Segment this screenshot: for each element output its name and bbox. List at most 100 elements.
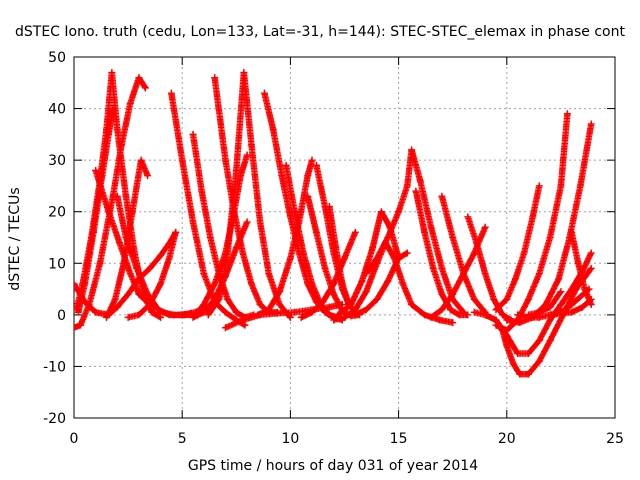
data-point [412,187,420,195]
data-point [377,208,385,216]
data-point [297,313,305,321]
y-tick-label: 10 [48,256,66,272]
data-point [265,270,273,278]
data-point [312,228,320,236]
data-point [269,125,277,133]
data-point [178,156,186,164]
data-point [291,208,299,216]
data-point [535,357,543,365]
data-point [563,110,571,118]
data-point [516,319,524,327]
data-point [481,223,489,231]
data-point [546,337,554,345]
data-point [373,295,381,303]
data-point [276,288,284,296]
data-point [133,264,141,272]
data-point [325,303,333,311]
data-point [221,324,229,332]
data-point [516,370,524,378]
x-tick-label: 5 [178,431,187,447]
data-point [247,280,255,288]
data-point [427,223,435,231]
data-point [221,156,229,164]
data-point [243,218,251,226]
data-point [399,280,407,288]
data-point [286,254,294,262]
data-point [395,254,403,262]
data-point [460,270,468,278]
data-point [92,166,100,174]
data-point [481,270,489,278]
data-point [215,295,223,303]
data-point [503,342,511,350]
y-tick-label: 30 [48,153,66,169]
data-point [299,249,307,257]
data-point [146,301,154,309]
data-point [449,319,457,327]
y-tick-label: -20 [43,411,66,427]
data-point [74,308,82,316]
data-point [341,254,348,262]
data-point [105,130,113,138]
data-point [334,311,342,319]
series-4 [74,105,117,316]
data-point [256,218,264,226]
x-tick-labels: 0 5 10 15 20 25 [70,431,624,447]
data-point [178,311,186,319]
y-tick-label: 20 [48,205,66,221]
data-point [421,311,429,319]
series-38 [568,228,595,309]
data-point [76,321,84,329]
data-point [436,316,444,324]
data-point [509,360,517,368]
y-tick-labels: -20 -10 0 10 20 30 40 50 [43,50,66,427]
data-point [102,313,110,321]
data-point [449,234,457,241]
data-points [74,68,595,378]
data-point [403,182,411,190]
data-point [408,146,416,154]
data-point [524,295,532,303]
x-tick-label: 0 [70,431,79,447]
x-tick-label: 20 [498,431,516,447]
x-tick-label: 25 [606,431,624,447]
data-point [137,156,145,164]
data-point [211,280,219,288]
data-point [341,313,348,321]
data-point [115,239,123,247]
data-point [429,264,437,272]
grid [74,57,615,418]
data-point [92,308,100,316]
data-point [239,249,247,257]
series-33 [492,110,571,334]
data-point [524,311,532,319]
data-point [514,311,522,319]
data-point [557,182,565,190]
data-point [455,311,463,319]
data-point [230,208,238,216]
series-31 [470,264,595,378]
data-point [189,130,197,138]
data-point [557,301,565,309]
data-point [135,290,143,298]
data-point [557,308,565,316]
data-point [304,192,312,200]
data-point [146,264,154,272]
data-point [362,306,370,314]
data-point [240,68,248,76]
data-point [492,306,500,314]
data-point [241,321,249,329]
data-point [105,208,113,216]
data-point [165,311,173,319]
data-point [408,301,416,309]
data-point [189,313,197,321]
data-point [167,89,175,97]
chart-title: dSTEC Iono. truth (cedu, Lon=133, Lat=-3… [15,24,625,40]
data-point [304,172,312,180]
data-point [332,244,340,252]
data-point [224,249,232,257]
data-point [535,308,543,316]
data-point [111,295,119,303]
data-point [511,275,519,283]
data-point [524,350,532,358]
